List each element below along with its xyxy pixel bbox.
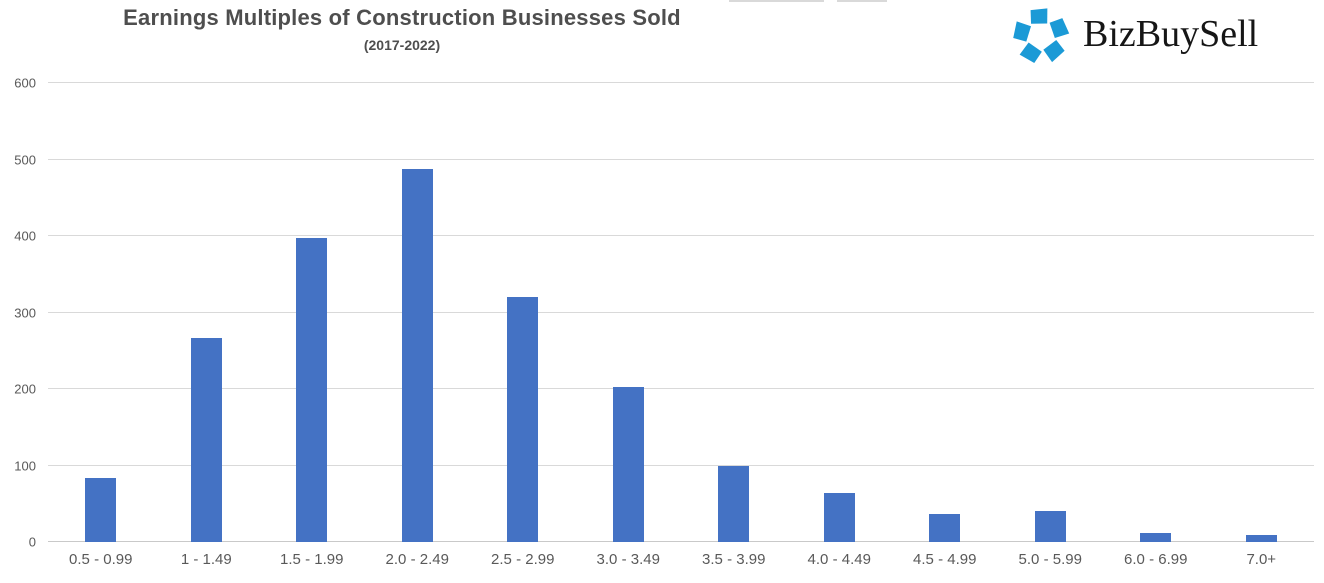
gridline-200 xyxy=(48,388,1314,390)
bar-5.0 - 5.99 xyxy=(1034,510,1066,542)
cropped-artifact xyxy=(837,0,887,2)
x-tick-label: 3.5 - 3.99 xyxy=(702,551,766,568)
x-tick-label: 2.0 - 2.49 xyxy=(385,551,449,568)
y-tick-label-0: 0 xyxy=(28,534,36,550)
gridline-100 xyxy=(48,464,1314,466)
cropped-artifact xyxy=(729,0,824,2)
y-tick-label-600: 600 xyxy=(14,75,36,91)
gridline-500 xyxy=(48,158,1314,160)
bar-slot xyxy=(48,83,154,542)
bar-slot xyxy=(998,83,1104,542)
x-axis-line xyxy=(48,541,1314,542)
y-tick-label-400: 400 xyxy=(14,228,36,244)
x-tick-label: 1.5 - 1.99 xyxy=(280,551,344,568)
bar-series xyxy=(48,83,1314,542)
bizbuysell-logo-text: BizBuySell xyxy=(1083,13,1259,55)
bar-slot xyxy=(576,83,682,542)
x-tick-label: 0.5 - 0.99 xyxy=(69,551,133,568)
x-tick-label: 4.5 - 4.99 xyxy=(913,551,977,568)
bizbuysell-pinwheel-icon xyxy=(1013,8,1070,64)
x-tick-label: 6.0 - 6.99 xyxy=(1124,551,1188,568)
chart-subtitle: (2017-2022) xyxy=(363,37,441,54)
plot-area xyxy=(48,82,1314,542)
chart-title: Earnings Multiples of Construction Busin… xyxy=(123,5,681,30)
x-tick-label: 5.0 - 5.99 xyxy=(1018,551,1082,568)
bar-3.5 - 3.99 xyxy=(718,465,750,542)
x-tick-label: 2.5 - 2.99 xyxy=(491,551,555,568)
chart-header: Earnings Multiples of Construction Busin… xyxy=(0,5,804,53)
bar-slot xyxy=(259,83,365,542)
bar-slot xyxy=(154,83,260,542)
y-tick-label-500: 500 xyxy=(14,152,36,167)
y-tick-label-100: 100 xyxy=(14,458,36,474)
y-axis-tick-labels: 0 100 200 300 400 500 600 xyxy=(0,77,36,549)
bar-2.5 - 2.99 xyxy=(507,297,539,542)
bar-4.0 - 4.49 xyxy=(823,493,855,542)
bar-7.0+ xyxy=(1245,535,1277,542)
bar-4.5 - 4.99 xyxy=(929,514,961,542)
y-tick-label-200: 200 xyxy=(14,381,36,397)
x-tick-label: 3.0 - 3.49 xyxy=(596,551,660,568)
bar-slot xyxy=(787,83,893,542)
bar-2.0 - 2.49 xyxy=(401,168,433,542)
bar-6.0 - 6.99 xyxy=(1140,532,1172,542)
y-tick-label-300: 300 xyxy=(14,305,36,320)
gridline-300 xyxy=(48,311,1314,313)
x-tick-label: 4.0 - 4.49 xyxy=(807,551,871,568)
bar-1.5 - 1.99 xyxy=(296,237,328,542)
bar-slot xyxy=(681,83,787,542)
bar-slot xyxy=(1209,83,1315,542)
bar-slot xyxy=(470,83,576,542)
bar-1 - 1.49 xyxy=(190,337,222,542)
gridline-600 xyxy=(48,82,1314,83)
bizbuysell-logo: BizBuySell xyxy=(1008,7,1258,65)
bar-slot xyxy=(1103,83,1209,542)
x-tick-label: 1 - 1.49 xyxy=(180,551,232,568)
bar-3.0 - 3.49 xyxy=(612,387,644,542)
x-tick-label: 7.0+ xyxy=(1246,551,1277,568)
bar-slot xyxy=(365,83,471,542)
x-axis-tick-labels: 0.5 - 0.99 1 - 1.49 1.5 - 1.99 2.0 - 2.49 2.… xyxy=(48,551,1314,568)
gridline-400 xyxy=(48,235,1314,237)
bar-0.5 - 0.99 xyxy=(85,477,117,542)
bar-slot xyxy=(892,83,998,542)
